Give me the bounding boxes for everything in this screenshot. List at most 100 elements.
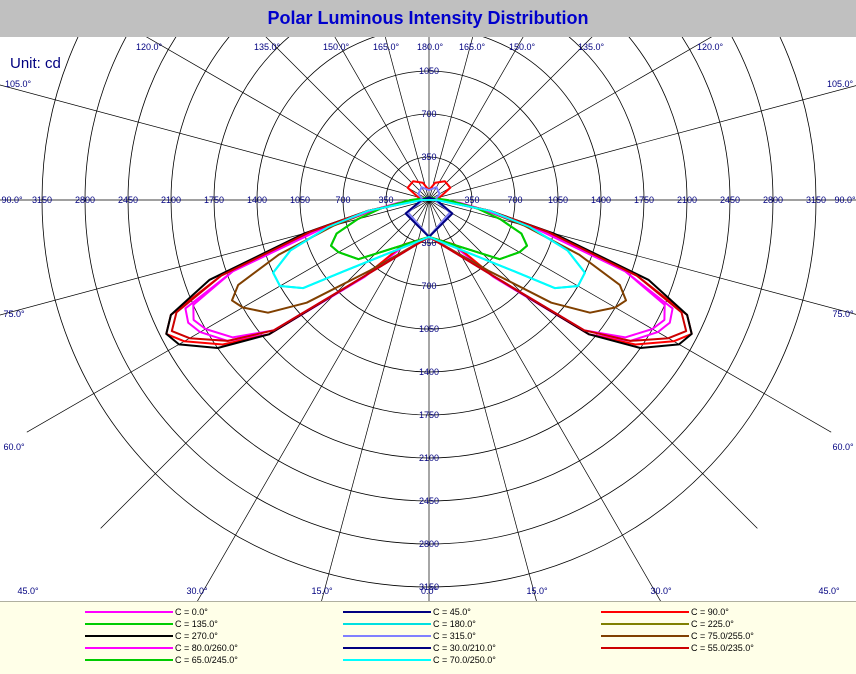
angle-tick-label: 165.0° bbox=[459, 42, 486, 52]
angle-tick-label: 45.0° bbox=[818, 586, 840, 596]
legend-item: C = 55.0/235.0° bbox=[601, 642, 754, 654]
radial-tick-label: 2450 bbox=[720, 195, 740, 205]
legend-label: C = 55.0/235.0° bbox=[691, 643, 754, 653]
legend-label: C = 80.0/260.0° bbox=[175, 643, 238, 653]
grid-radial-line bbox=[265, 37, 430, 201]
grid-radial-line bbox=[428, 85, 856, 201]
angle-tick-label: 135.0° bbox=[254, 42, 281, 52]
grid-circle bbox=[256, 37, 602, 373]
legend-swatch bbox=[85, 623, 173, 625]
radial-tick-label: 700 bbox=[421, 109, 436, 119]
grid-radial-line bbox=[428, 37, 713, 201]
legend-swatch bbox=[601, 647, 689, 649]
grid-circle bbox=[342, 113, 516, 287]
legend-swatch bbox=[601, 623, 689, 625]
angle-tick-label: 120.0° bbox=[697, 42, 724, 52]
radial-tick-label: 2100 bbox=[677, 195, 697, 205]
radial-tick-label: 1400 bbox=[247, 195, 267, 205]
radial-tick-label: 2100 bbox=[419, 453, 439, 463]
radial-tick-label: 1050 bbox=[290, 195, 310, 205]
radial-tick-label: 700 bbox=[335, 195, 350, 205]
grid-circle bbox=[84, 37, 774, 545]
legend-item: C = 65.0/245.0° bbox=[85, 654, 238, 666]
radial-tick-label: 1050 bbox=[548, 195, 568, 205]
radial-tick-label: 350 bbox=[421, 152, 436, 162]
grid-radial-line bbox=[197, 199, 430, 601]
legend-item: C = 30.0/210.0° bbox=[343, 642, 496, 654]
chart-title-bar: Polar Luminous Intensity Distribution bbox=[0, 0, 856, 38]
radial-tick-label: 1750 bbox=[634, 195, 654, 205]
unit-label: Unit: cd bbox=[10, 55, 61, 72]
radial-tick-label: 2100 bbox=[161, 195, 181, 205]
angle-tick-label: 15.0° bbox=[311, 586, 333, 596]
radial-tick-label: 1050 bbox=[419, 324, 439, 334]
angle-tick-label: 60.0° bbox=[3, 442, 25, 452]
legend-label: C = 225.0° bbox=[691, 619, 734, 629]
grid-radial-line bbox=[145, 37, 430, 201]
radial-tick-label: 700 bbox=[421, 281, 436, 291]
legend-item: C = 225.0° bbox=[601, 618, 734, 630]
angle-tick-label: 30.0° bbox=[186, 586, 208, 596]
grid-radial-line bbox=[428, 37, 524, 201]
radial-tick-label: 2450 bbox=[419, 496, 439, 506]
legend-item: C = 75.0/255.0° bbox=[601, 630, 754, 642]
legend-swatch bbox=[343, 647, 431, 649]
legend-label: C = 270.0° bbox=[175, 631, 218, 641]
radial-tick-label: 1400 bbox=[591, 195, 611, 205]
angle-tick-label: 120.0° bbox=[136, 42, 163, 52]
grid-radial-line bbox=[428, 199, 856, 315]
polar-plot-area: 350 350 350 350 700 700 700 700 1050 1050 1050 1050… bbox=[0, 37, 856, 601]
grid-circle bbox=[299, 70, 559, 330]
legend-item: C = 270.0° bbox=[85, 630, 218, 642]
grid-radial-line bbox=[428, 37, 593, 201]
legend-swatch bbox=[85, 659, 173, 661]
angle-tick-label: 45.0° bbox=[17, 586, 39, 596]
legend-item: C = 80.0/260.0° bbox=[85, 642, 238, 654]
grid-radial-line bbox=[428, 199, 661, 601]
series-curve bbox=[404, 196, 454, 238]
grid-circle bbox=[170, 37, 688, 459]
legend-label: C = 65.0/245.0° bbox=[175, 655, 238, 665]
radial-tick-label: 2450 bbox=[118, 195, 138, 205]
angle-tick-label: 90.0° bbox=[834, 195, 856, 205]
radial-tick-label: 2800 bbox=[763, 195, 783, 205]
legend-label: C = 315.0° bbox=[433, 631, 476, 641]
angle-tick-label: 105.0° bbox=[827, 79, 854, 89]
radial-tick-label: 350 bbox=[421, 238, 436, 248]
angle-tick-label: 15.0° bbox=[526, 586, 548, 596]
grid-circle bbox=[213, 37, 645, 416]
legend-item: C = 70.0/250.0° bbox=[343, 654, 496, 666]
grid-radial-line bbox=[100, 199, 430, 529]
grid-radial-line bbox=[428, 37, 474, 201]
angle-tick-label: 105.0° bbox=[5, 79, 32, 89]
radial-tick-label: 1750 bbox=[204, 195, 224, 205]
legend-item: C = 45.0° bbox=[343, 606, 471, 618]
angle-tick-label: 135.0° bbox=[578, 42, 605, 52]
legend-label: C = 180.0° bbox=[433, 619, 476, 629]
legend-swatch bbox=[343, 623, 431, 625]
legend-label: C = 45.0° bbox=[433, 607, 471, 617]
legend-swatch bbox=[85, 635, 173, 637]
angle-tick-label: 0.0° bbox=[421, 586, 438, 596]
legend-label: C = 135.0° bbox=[175, 619, 218, 629]
radial-tick-label: 350 bbox=[464, 195, 479, 205]
legend-label: C = 30.0/210.0° bbox=[433, 643, 496, 653]
legend-item: C = 0.0° bbox=[85, 606, 208, 618]
legend-swatch bbox=[343, 635, 431, 637]
legend-swatch bbox=[85, 611, 173, 613]
angle-tick-label: 180.0° bbox=[417, 42, 444, 52]
legend-label: C = 0.0° bbox=[175, 607, 208, 617]
legend-label: C = 70.0/250.0° bbox=[433, 655, 496, 665]
legend-item: C = 90.0° bbox=[601, 606, 729, 618]
angle-tick-label: 75.0° bbox=[832, 309, 854, 319]
radial-tick-label: 1400 bbox=[419, 367, 439, 377]
radial-tick-label: 2800 bbox=[419, 539, 439, 549]
legend-item: C = 315.0° bbox=[343, 630, 476, 642]
radial-tick-label: 350 bbox=[378, 195, 393, 205]
grid-radial-line bbox=[428, 199, 758, 529]
angle-tick-label: 150.0° bbox=[509, 42, 536, 52]
legend-swatch bbox=[343, 659, 431, 661]
grid-radial-line bbox=[384, 37, 430, 201]
angle-tick-label: 165.0° bbox=[373, 42, 400, 52]
chart-title: Polar Luminous Intensity Distribution bbox=[267, 8, 589, 28]
